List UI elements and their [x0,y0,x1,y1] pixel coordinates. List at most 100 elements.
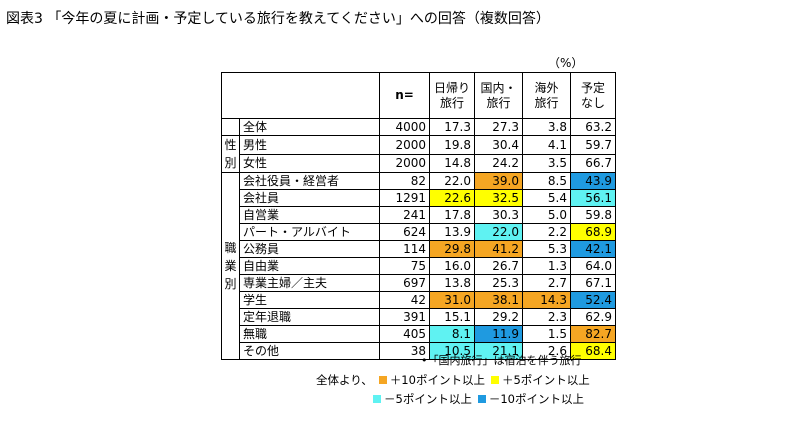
value-cell: 67.1 [570,274,616,292]
value-cell: 30.4 [474,135,523,155]
row-label: 専業主婦／主夫 [239,274,380,292]
header-row: n= 日帰り 旅行 国内・ 旅行 海外 旅行 予定 なし [221,72,616,119]
table-row: 自由業 75 16.0 26.7 1.3 64.0 [222,257,616,275]
legend-prefix: 全体より、 [316,373,373,387]
row-n: 697 [379,274,430,292]
legend-line-1: 全体より、 ＋10ポイント以上 ＋5ポイント以上 [316,372,590,388]
table-row: 性別男性 2000 19.8 30.4 4.1 59.7 [221,135,616,173]
legend-swatch-cyan [373,395,381,403]
row-label: 会社役員・経営者 [239,172,380,190]
row-n: 391 [379,308,430,326]
value-cell: 2.6 [522,342,571,360]
figure-title: 図表3 「今年の夏に計画・予定している旅行を教えてください」への回答（複数回答） [6,11,550,27]
legend-swatch-orange [378,376,387,384]
table-row: 全体 4000 17.3 27.3 3.8 63.2 [221,118,616,136]
row-label: 全体 [239,118,380,136]
value-cell: 29.8 [429,240,475,258]
row-n: 114 [379,240,430,258]
table-row: 自営業 241 17.8 30.3 5.0 59.8 [222,206,616,224]
value-cell: 59.7 [570,135,616,155]
value-cell: 14.8 [429,153,475,173]
value-cell: 25.3 [474,274,523,292]
value-cell: 13.8 [429,274,475,292]
group-label-occupation: 職業別 [221,172,240,360]
row-label: 学生 [239,291,380,309]
legend-label: ＋5ポイント以上 [501,373,590,387]
value-cell: 5.3 [522,240,571,258]
row-label: 会社員 [239,189,380,207]
value-cell: 52.4 [570,291,616,309]
value-cell: 3.5 [522,153,571,173]
value-cell: 13.9 [429,223,475,241]
table-row: 学生 42 31.0 38.1 14.3 52.4 [222,291,616,309]
legend-label: －5ポイント以上 [384,392,472,406]
value-cell: 5.0 [522,206,571,224]
value-cell: 4.1 [522,135,571,155]
table-row: その他 38 10.5 21.1 2.6 68.4 [222,342,616,360]
value-cell: 8.1 [429,325,475,343]
value-cell: 2.7 [522,274,571,292]
header-none: 予定 なし [570,72,616,119]
value-cell: 15.1 [429,308,475,326]
table-row: パート・アルバイト 624 13.9 22.0 2.2 68.9 [222,223,616,241]
row-label: パート・アルバイト [239,223,380,241]
header-n: n= [379,72,430,119]
table-row: 無職 405 8.1 11.9 1.5 82.7 [222,325,616,343]
row-label: 無職 [239,325,380,343]
value-cell: 31.0 [429,291,475,309]
value-cell: 8.5 [522,172,571,190]
row-n: 2000 [379,135,430,155]
header-daytrip: 日帰り 旅行 [429,72,475,119]
row-n: 624 [379,223,430,241]
value-cell: 62.9 [570,308,616,326]
footnote: •「国内旅行」は宿泊を伴う旅行 [421,354,582,367]
value-cell: 14.3 [522,291,571,309]
value-cell: 22.6 [429,189,475,207]
row-n: 42 [379,291,430,309]
value-cell: 29.2 [474,308,523,326]
row-n: 241 [379,206,430,224]
legend-label: －10ポイント以上 [488,392,584,406]
value-cell: 2.3 [522,308,571,326]
group-label-gender: 性別 [221,135,240,173]
table-row: 会社員 1291 22.6 32.5 5.4 56.1 [222,189,616,207]
table-row: 定年退職 391 15.1 29.2 2.3 62.9 [222,308,616,326]
row-label: 自営業 [239,206,380,224]
header-domestic: 国内・ 旅行 [474,72,523,119]
value-cell: 59.8 [570,206,616,224]
value-cell: 30.3 [474,206,523,224]
value-cell: 3.8 [522,118,571,136]
value-cell: 1.3 [522,257,571,275]
row-n: 405 [379,325,430,343]
value-cell: 2.2 [522,223,571,241]
row-n: 1291 [379,189,430,207]
value-cell: 63.2 [570,118,616,136]
legend-label: ＋10ポイント以上 [389,373,485,387]
row-n: 2000 [379,153,430,173]
row-label: その他 [239,342,380,360]
row-label: 自由業 [239,257,380,275]
legend-line-2: －5ポイント以上 －10ポイント以上 [367,391,584,407]
value-cell: 5.4 [522,189,571,207]
row-label: 女性 [239,153,380,173]
legend-swatch-blue [477,395,486,403]
table-row: 公務員 114 29.8 41.2 5.3 42.1 [222,240,616,258]
value-cell: 22.0 [429,172,475,190]
value-cell: 82.7 [570,325,616,343]
value-cell: 38.1 [474,291,523,309]
value-cell: 26.7 [474,257,523,275]
row-n: 82 [379,172,430,190]
row-n: 75 [379,257,430,275]
value-cell: 32.5 [474,189,523,207]
value-cell: 17.3 [429,118,475,136]
value-cell: 66.7 [570,153,616,173]
unit-label: （%） [548,56,584,70]
value-cell: 39.0 [474,172,523,190]
value-cell: 22.0 [474,223,523,241]
value-cell: 21.1 [474,342,523,360]
value-cell: 10.5 [429,342,475,360]
row-label: 男性 [239,135,380,155]
value-cell: 68.9 [570,223,616,241]
table-row: 職業別会社役員・経営者 82 22.0 39.0 8.5 43.9 [221,172,616,360]
table-row: 専業主婦／主夫 697 13.8 25.3 2.7 67.1 [222,274,616,292]
